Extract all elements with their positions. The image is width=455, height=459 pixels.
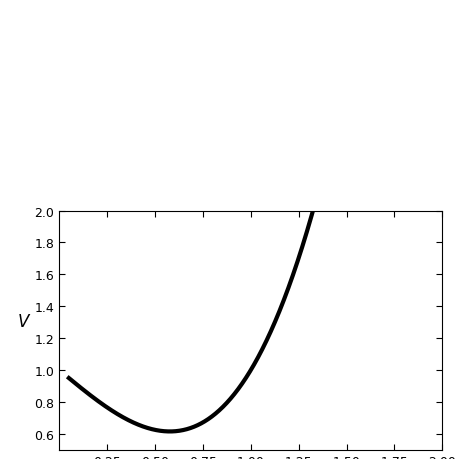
Y-axis label: V: V: [18, 313, 29, 330]
